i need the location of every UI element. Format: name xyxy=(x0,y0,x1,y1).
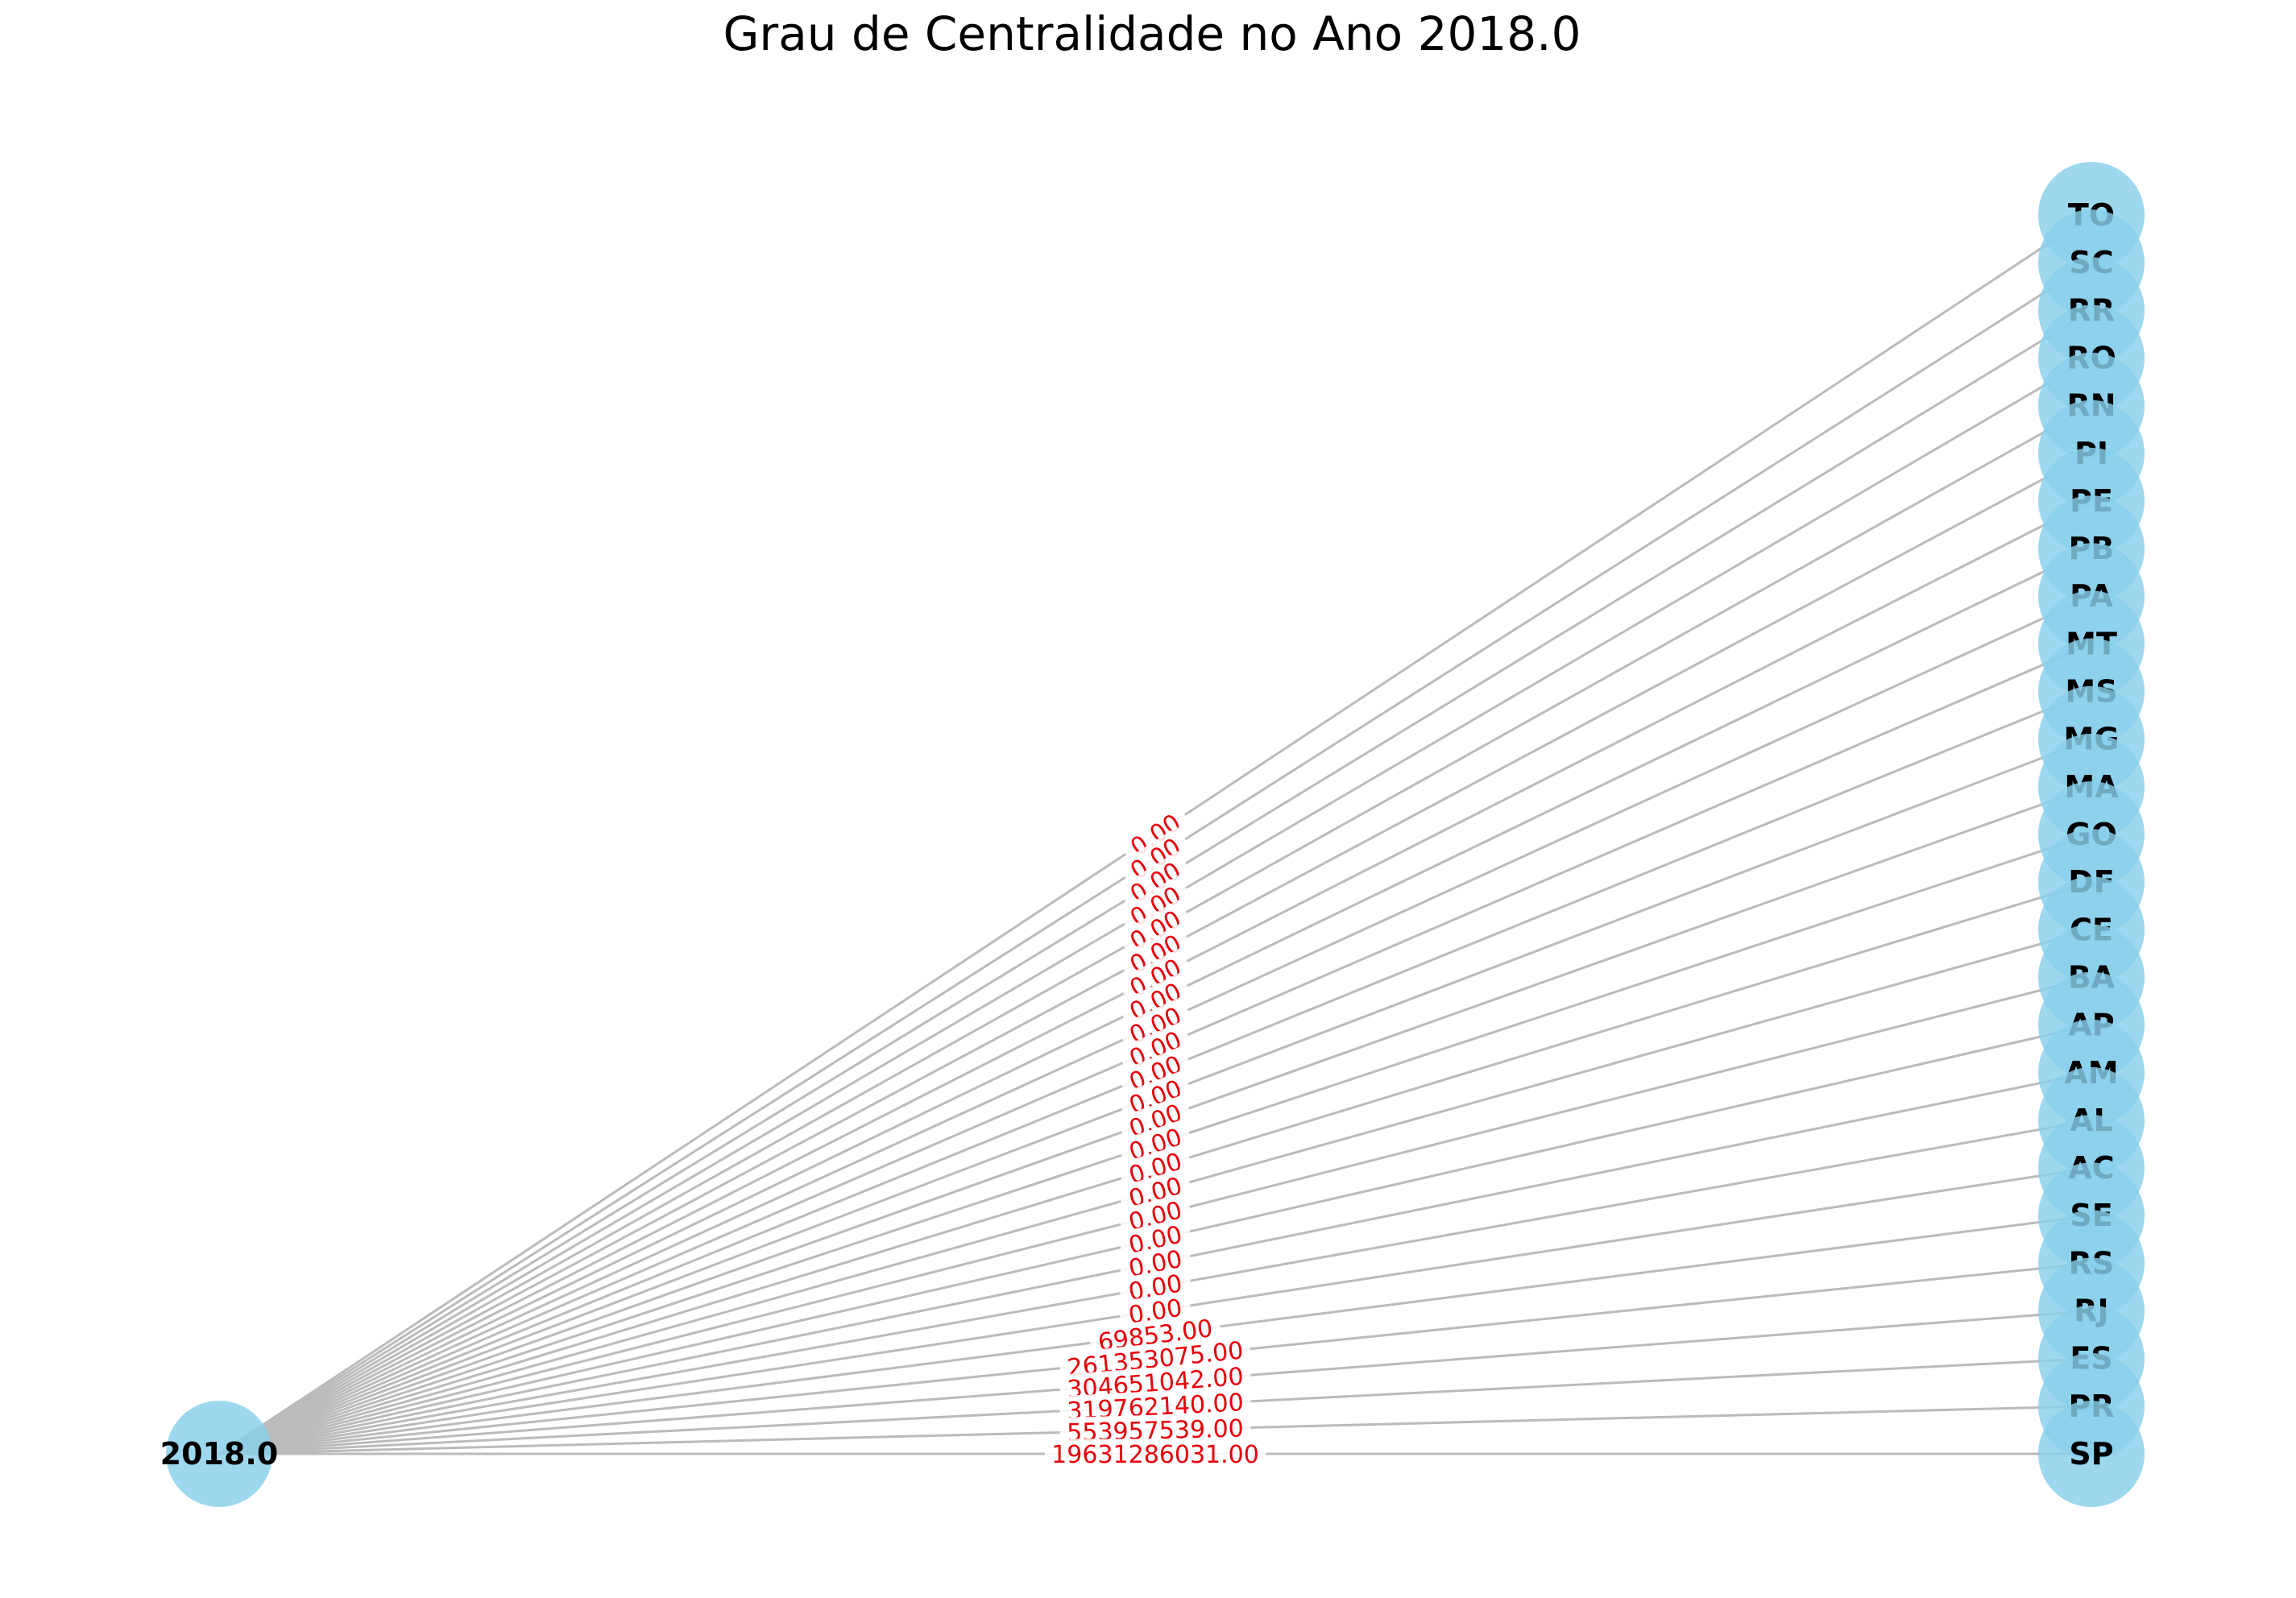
edge-label-background xyxy=(1117,972,1193,1029)
edge-label-background xyxy=(1117,1094,1193,1145)
node-label-sp: SP xyxy=(2069,1436,2113,1472)
edge-label-background xyxy=(1117,1020,1193,1075)
edge-label-background xyxy=(1088,1311,1222,1356)
node-sp[interactable] xyxy=(2038,1401,2145,1507)
edge-weight-text: 19631286031.00 xyxy=(1051,1441,1259,1469)
edge-label-background xyxy=(1059,1412,1251,1446)
edge-label-background xyxy=(1117,899,1193,958)
edge-label-background xyxy=(1117,875,1193,935)
edge-labels-layer: 0.000.000.000.000.000.000.000.000.000.00… xyxy=(1044,802,1266,1469)
edge-label-background xyxy=(1117,1192,1193,1237)
edge-label-sp: 19631286031.00 xyxy=(1044,1439,1266,1469)
edge-label-background xyxy=(1117,996,1193,1052)
nodes-layer: 2018.0TOSCRRRORNPIPEPBPAMTMSMGMAGODFCEBA… xyxy=(160,162,2145,1507)
edge-label-background xyxy=(1044,1439,1266,1467)
edge-label-background xyxy=(1117,1143,1193,1191)
edge-label-background xyxy=(1117,1070,1193,1121)
edge-label-background xyxy=(1117,1045,1193,1099)
edge-label-background xyxy=(1117,802,1192,865)
graph-title: Grau de Centralidade no Ano 2018.0 xyxy=(723,6,1581,61)
center-node[interactable] xyxy=(166,1401,272,1507)
edge-label-background xyxy=(1059,1334,1252,1381)
center-node-label: 2018.0 xyxy=(160,1436,279,1472)
edge-label-background xyxy=(1117,851,1193,912)
edge-label-background xyxy=(1117,947,1193,1005)
edge-label-background xyxy=(1117,1241,1193,1283)
edge-label-background xyxy=(1117,826,1192,888)
edge-label-background xyxy=(1117,923,1193,982)
edge-label-background xyxy=(1117,1216,1193,1261)
edge-label-background xyxy=(1117,1167,1193,1214)
edge-label-background xyxy=(1059,1360,1252,1403)
edge-label-background xyxy=(1117,1118,1193,1168)
